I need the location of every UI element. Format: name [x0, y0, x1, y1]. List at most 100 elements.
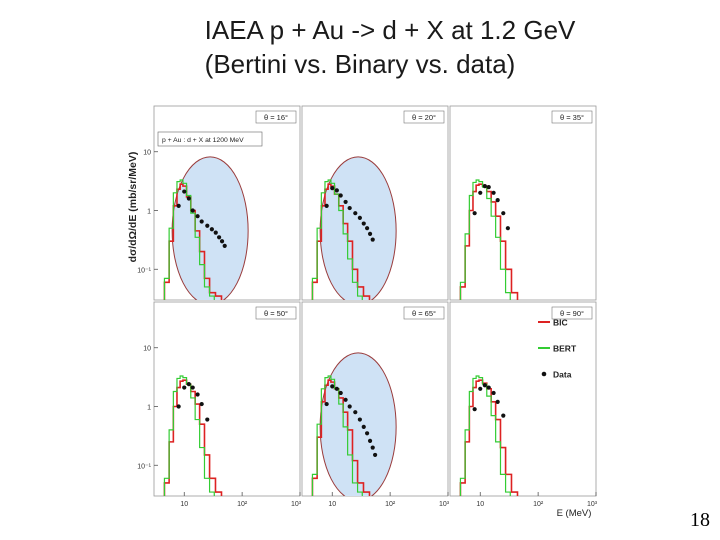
data-point — [347, 205, 352, 211]
angle-label: θ = 20° — [403, 110, 445, 124]
x-axis-label: E (MeV) — [557, 508, 592, 519]
angle-label-text: θ = 65° — [412, 309, 436, 318]
bert-histogram — [311, 179, 363, 300]
angle-label-box — [255, 306, 297, 320]
data-point — [182, 189, 187, 194]
angle-label: θ = 16° — [255, 110, 297, 124]
bert-histogram — [459, 375, 511, 496]
data-point — [199, 401, 204, 407]
data-point — [222, 243, 227, 248]
angle-label-box — [551, 306, 593, 320]
legend-entry-bic: BIC — [553, 318, 568, 328]
data-point — [190, 385, 195, 390]
panel-frame — [153, 301, 301, 497]
data-point — [486, 185, 491, 190]
x-tick-label: 10³ — [587, 501, 598, 508]
x-tick-label: 10² — [385, 501, 396, 508]
data-point — [186, 382, 191, 387]
data-point — [182, 385, 187, 390]
bert-histogram — [459, 179, 511, 300]
data-point — [353, 410, 358, 415]
y-tick-label: 10⁻¹ — [137, 267, 151, 274]
data-point — [205, 223, 210, 228]
x-tick-label: 10 — [476, 501, 484, 508]
data-point — [482, 184, 487, 189]
angle-label: θ = 90° — [551, 306, 593, 320]
angle-label: θ = 35° — [551, 110, 593, 124]
bert-histogram — [311, 375, 363, 496]
y-tick-label: 10⁻¹ — [137, 463, 151, 470]
data-point — [324, 203, 329, 208]
angle-label-text: θ = 50° — [264, 309, 288, 318]
slide-title-line-2: (Bertini vs. Binary vs. data) — [204, 49, 516, 79]
data-point — [176, 404, 181, 409]
angle-label-text: θ = 20° — [412, 113, 436, 122]
y-tick-label: 10 — [143, 346, 151, 353]
data-point — [334, 386, 339, 391]
data-point — [324, 401, 329, 407]
inset-label-text: p + Au : d + X at 1200 MeV — [162, 137, 244, 144]
y-axis-label: dσ/dΩ/dE (mb/sr/MeV) — [127, 152, 139, 263]
legend-entry-data: Data — [553, 370, 572, 380]
data-point — [338, 390, 343, 396]
panel-5: θ = 65° 10 10² 10³ — [301, 301, 450, 508]
panel-grid: θ = 16° 10 1 10⁻¹ p + Au : d + X at 1200 MeV… — [137, 105, 598, 508]
panel-4: θ = 50° 10 1 10⁻¹ 10 10² 10³ — [137, 301, 302, 508]
data-point — [330, 186, 335, 191]
page-number: 18 — [690, 509, 710, 531]
y-tick-label: 1 — [147, 405, 151, 412]
bert-histogram — [163, 375, 215, 496]
data-point — [199, 219, 204, 224]
angle-label-box — [403, 110, 445, 124]
data-point — [495, 399, 500, 404]
data-point — [343, 397, 348, 402]
angle-label-text: θ = 35° — [560, 113, 584, 122]
angle-label-box — [403, 306, 445, 320]
data-point — [330, 384, 335, 389]
x-tick-label: 10 — [328, 501, 336, 508]
data-point — [357, 417, 362, 422]
cross-section-figure: dσ/dΩ/dE (mb/sr/MeV) E (MeV) θ = 16° 10 1 1… — [118, 92, 618, 522]
angle-label: θ = 50° — [255, 306, 297, 320]
angle-label: θ = 65° — [403, 306, 445, 320]
bert-histogram — [163, 179, 215, 300]
data-point — [472, 211, 477, 216]
data-point — [195, 214, 200, 219]
panel-frame — [449, 301, 597, 497]
inset-label: p + Au : d + X at 1200 MeV — [157, 131, 263, 147]
data-point — [343, 199, 348, 205]
data-point — [495, 198, 500, 203]
data-point — [209, 227, 214, 232]
data-point — [195, 392, 200, 397]
data-point — [373, 452, 378, 458]
y-tick-label: 10 — [143, 150, 151, 157]
angle-label-box — [551, 110, 593, 124]
data-point — [491, 190, 496, 195]
data-point — [334, 188, 339, 193]
data-point — [491, 390, 496, 396]
y-tick-label: 1 — [147, 209, 151, 216]
data-point — [370, 237, 375, 242]
data-point — [501, 211, 506, 216]
data-point — [478, 386, 483, 391]
data-point — [505, 226, 510, 231]
data-point — [213, 230, 218, 235]
data-point — [365, 431, 370, 436]
data-point — [190, 208, 195, 213]
data-point — [338, 193, 343, 198]
data-point — [478, 190, 483, 195]
data-point — [176, 203, 181, 208]
data-point — [186, 196, 191, 201]
data-point — [370, 445, 375, 450]
slide-title-line-1: IAEA p + Au -> d + X at 1.2 GeV — [204, 15, 576, 45]
highlight-ellipse — [319, 156, 397, 300]
angle-label-box — [255, 110, 297, 124]
x-tick-label: 10² — [533, 501, 544, 508]
x-tick-label: 10 — [180, 501, 188, 508]
panel-1: θ = 16° 10 1 10⁻¹ p + Au : d + X at 1200 MeV — [137, 105, 301, 301]
legend: BIC BERT Data — [538, 318, 577, 380]
data-point — [472, 407, 477, 412]
x-tick-label: 10² — [237, 501, 248, 508]
data-point — [217, 235, 222, 240]
panel-frame — [449, 105, 597, 301]
